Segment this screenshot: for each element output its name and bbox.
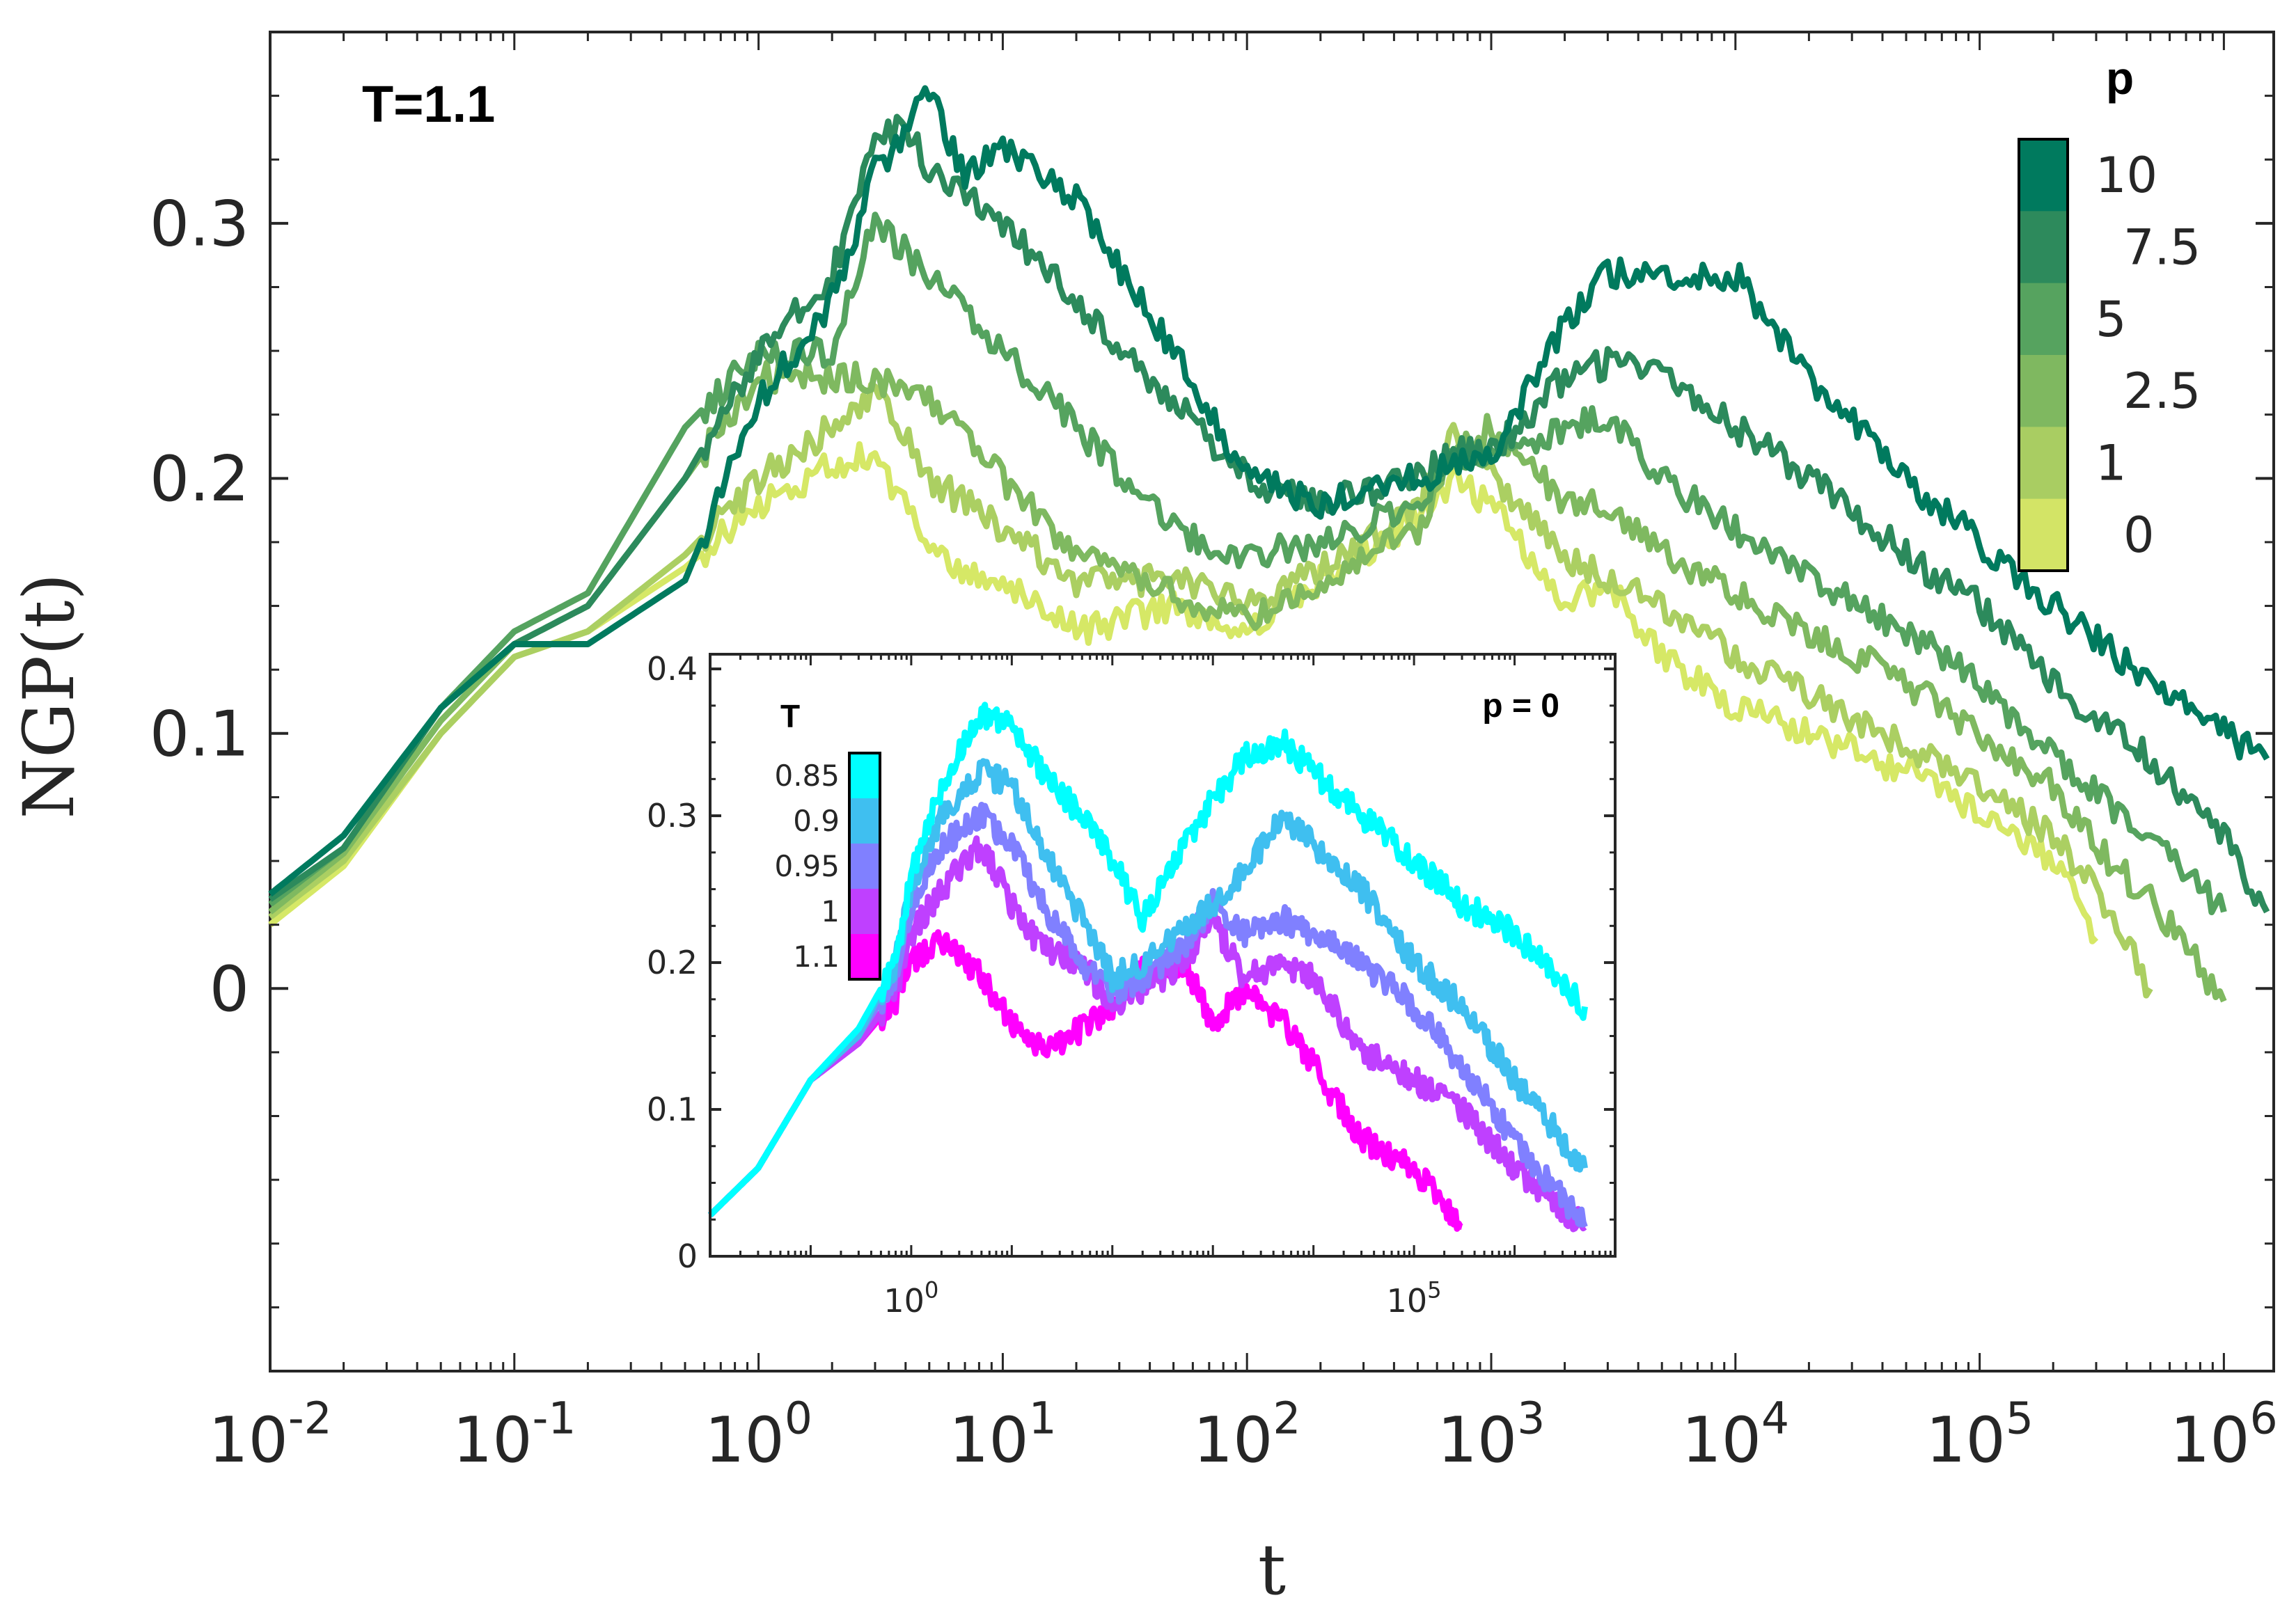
inset-ytick-label: 0.1 — [647, 1091, 698, 1128]
main-colorbar-frame — [2018, 138, 2069, 572]
main-plot: 00.10.20.310-2 10-1 100 101 102 103 104 105 106 … — [8, 31, 2278, 1611]
main-ytick-label: 0.3 — [150, 187, 249, 260]
inset-plot: 0 0.1 0.2 0.3 0.4 100 105 p = 0 T 0.85 0.9 0.95 1 1… — [647, 650, 1617, 1320]
main-colorbar-title: p — [2106, 52, 2134, 104]
inset-colorbar-swatch — [849, 889, 880, 935]
main-colorbar-label: 1 — [2096, 435, 2127, 492]
inset-colorbar-label: 1.1 — [793, 940, 840, 974]
main-xtick-label: 100 — [705, 1393, 812, 1478]
inset-ticks-group: 0 0.1 0.2 0.3 0.4 100 105 — [647, 650, 1617, 1320]
y-axis-label: NGP(t) — [8, 573, 90, 819]
main-series-p-5 — [268, 212, 2227, 915]
main-xtick-label: 10-1 — [453, 1393, 576, 1478]
inset-colorbar-swatch — [849, 753, 880, 799]
inset-colorbar-swatch — [849, 798, 880, 844]
main-colorbar-swatch — [2019, 427, 2068, 500]
main-xtick-label: 106 — [2170, 1393, 2278, 1478]
inset-colorbar-frame — [848, 752, 881, 981]
main-series-group — [268, 85, 2270, 1003]
main-ticks-group: 00.10.20.310-2 10-1 100 101 102 103 104 105 106 — [150, 32, 2278, 1477]
main-colorbar-swatch — [2019, 498, 2068, 571]
main-xtick-label: 10-2 — [208, 1393, 331, 1478]
inset-colorbar-label: 1 — [821, 894, 840, 928]
main-colorbar-swatch — [2019, 139, 2068, 212]
main-colorbar-label: 10 — [2096, 147, 2157, 204]
main-colorbar-swatch — [2019, 211, 2068, 284]
inset-colorbar-swatch — [849, 844, 880, 889]
inset-ytick-label: 0.3 — [647, 797, 698, 834]
inset-colorbar-swatch — [849, 934, 880, 980]
inset-colorbar-label: 0.85 — [774, 759, 840, 793]
inset-colorbar-title: T — [780, 698, 800, 734]
main-series-p-1 — [268, 381, 2153, 999]
temperature-annotation: T=1.1 — [362, 75, 495, 133]
main-xtick-label: 102 — [1193, 1393, 1301, 1478]
inset-series-T-0-85 — [707, 702, 1588, 1218]
inset-p-annotation: p = 0 — [1482, 688, 1559, 725]
main-colorbar-label: 0 — [2123, 507, 2155, 564]
inset-ytick-label: 0.4 — [647, 650, 698, 688]
main-colorbar-swatch — [2019, 355, 2068, 427]
main-colorbar-label: 2.5 — [2123, 363, 2201, 420]
inset-colorbar-label: 0.95 — [774, 849, 840, 883]
main-xtick-label: 101 — [949, 1393, 1057, 1478]
inset-series-group — [707, 702, 1588, 1233]
main-ytick-label: 0.1 — [150, 697, 249, 770]
main-xtick-label: 104 — [1681, 1393, 1789, 1478]
main-colorbar-label: 7.5 — [2123, 219, 2201, 276]
inset-xtick-label: 100 — [883, 1276, 938, 1320]
x-axis-label: t — [1258, 1529, 1286, 1611]
main-xtick-label: 105 — [1926, 1393, 2034, 1478]
main-series-p-7-5 — [268, 113, 2270, 914]
inset-plot-frame — [709, 653, 1617, 1258]
inset-colorbar-label: 0.9 — [793, 804, 840, 838]
inset-series-T-0-9 — [707, 758, 1588, 1218]
inset-ytick-label: 0 — [677, 1237, 698, 1275]
main-colorbar-label: 5 — [2096, 291, 2127, 348]
inset-ytick-label: 0.2 — [647, 944, 698, 981]
main-colorbar-swatch — [2019, 283, 2068, 356]
main-series-p-10 — [268, 85, 2270, 897]
main-xtick-label: 103 — [1438, 1393, 1546, 1478]
inset-xtick-label: 105 — [1387, 1276, 1442, 1320]
t-colorbar: T 0.85 0.9 0.95 1 1.1 — [774, 698, 881, 981]
main-plot-frame — [269, 31, 2275, 1372]
main-ytick-label: 0.2 — [150, 443, 249, 516]
main-ytick-label: 0 — [210, 953, 249, 1026]
